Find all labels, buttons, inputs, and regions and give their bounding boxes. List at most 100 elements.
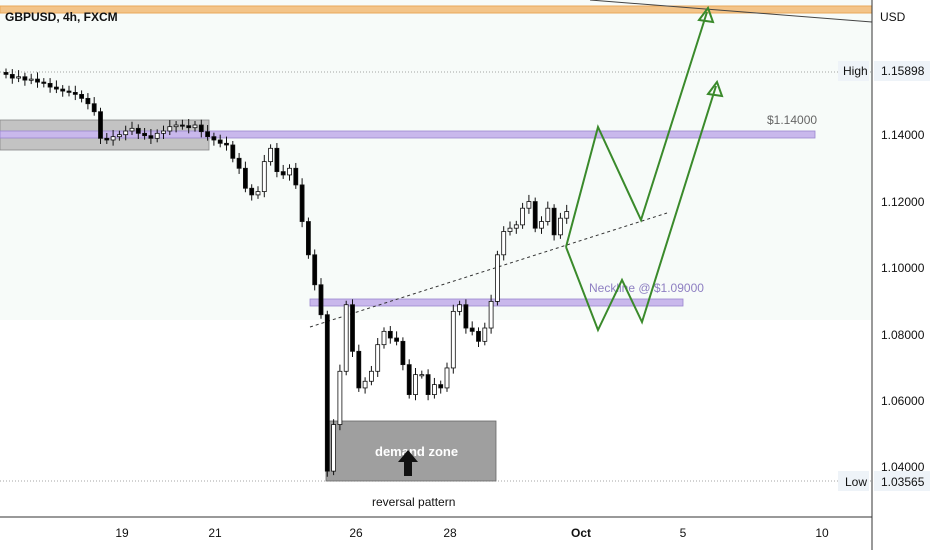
currency-label: USD	[880, 10, 906, 24]
candle-bearish	[394, 337, 400, 342]
candle-bullish	[501, 231, 507, 256]
candle-bearish	[179, 124, 185, 127]
candle-bullish	[167, 126, 173, 132]
upper-tint	[0, 0, 872, 320]
projection-path-1	[565, 11, 708, 248]
candle-bearish	[387, 330, 393, 339]
candle-bearish	[217, 139, 223, 144]
candle-bearish	[476, 330, 481, 342]
time-axis[interactable]: 19 21 26 28 Oct 5 10	[115, 526, 829, 540]
neckline-trendline	[309, 212, 668, 328]
reversal-arrow-icon	[398, 450, 418, 476]
candle-bullish	[337, 370, 343, 425]
candle-bearish	[198, 124, 204, 133]
high-label-box	[838, 61, 869, 81]
y-tick-label: 1.04000	[881, 460, 925, 474]
candle-bullish	[375, 344, 381, 372]
neckline-label: Neckline @ $1.09000	[589, 281, 704, 295]
candle-bullish	[457, 304, 463, 312]
candle-bullish	[28, 78, 34, 81]
demand-zone-label: demand zone	[375, 444, 458, 459]
candle-bullish	[261, 161, 267, 192]
candle-bullish	[431, 384, 437, 395]
candle-bearish	[469, 327, 475, 332]
candle-bearish	[406, 364, 412, 395]
candle-bullish	[16, 76, 22, 79]
candle-bearish	[236, 157, 242, 169]
candle-bearish	[224, 142, 229, 146]
candle-bullish	[343, 304, 349, 372]
candle-bullish	[419, 374, 425, 377]
candle-bearish	[135, 127, 141, 134]
candle-bullish	[488, 300, 494, 329]
symbol-title: GBPUSD, 4h, FXCM	[5, 10, 118, 24]
projection-arrowhead-2-icon	[706, 79, 724, 98]
candle-bullish	[331, 424, 337, 472]
candle-bearish	[249, 187, 255, 196]
candle-bearish	[356, 350, 362, 389]
candle-bearish	[148, 135, 154, 139]
candle-bullish	[123, 130, 129, 136]
candle-bearish	[186, 125, 192, 129]
high-label: High	[843, 64, 868, 78]
price-axis[interactable]: USD 1.14000 1.12000 1.10000 1.08000 1.06000 1…	[838, 10, 930, 491]
candle-bullish	[154, 132, 160, 139]
resistance-zone	[0, 130, 816, 139]
candle-bearish	[230, 144, 236, 159]
y-tick-label: 1.14000	[881, 128, 925, 142]
candle-bullish	[362, 380, 368, 389]
candle-bullish	[494, 254, 500, 302]
y-tick-label: 1.12000	[881, 195, 925, 209]
candle-bearish	[22, 76, 28, 81]
candle-bullish	[513, 224, 519, 229]
candle-bullish	[482, 327, 488, 342]
candle-bearish	[85, 97, 91, 105]
candle-bearish	[312, 254, 318, 286]
candle-bullish	[507, 227, 513, 232]
x-tick-label: 19	[115, 526, 129, 540]
candle-bearish	[9, 74, 15, 79]
candle-bullish	[368, 370, 374, 382]
candle-bearish	[72, 92, 78, 95]
low-label: Low	[845, 475, 867, 489]
y-tick-label: 1.08000	[881, 328, 925, 342]
candle-bullish	[526, 201, 532, 209]
candle-bearish	[299, 184, 305, 222]
candle-bearish	[35, 78, 40, 83]
candle-bearish	[400, 340, 406, 366]
candle-bullish	[444, 367, 450, 389]
candle-bearish	[205, 131, 211, 138]
high-value-box	[874, 61, 930, 81]
high-value: 1.15898	[881, 64, 925, 78]
candle-bearish	[41, 81, 47, 84]
candle-bearish	[463, 304, 469, 329]
candle-bearish	[324, 314, 330, 472]
candle-bearish	[66, 90, 72, 93]
y-tick-label: 1.06000	[881, 394, 925, 408]
candle-bearish	[3, 72, 9, 75]
x-tick-label: 5	[680, 526, 687, 540]
y-tick-label: 1.10000	[881, 261, 925, 275]
projection-path-2	[565, 85, 717, 333]
x-tick-label: 10	[815, 526, 829, 540]
candle-bearish	[211, 136, 217, 141]
candle-bullish	[173, 124, 179, 128]
low-value: 1.03565	[881, 475, 925, 489]
candle-bearish	[54, 86, 59, 90]
candle-bearish	[91, 103, 97, 113]
candle-bearish	[274, 147, 280, 173]
candle-bearish	[425, 374, 431, 395]
candle-bearish	[104, 137, 110, 141]
candle-bullish	[545, 207, 551, 222]
candle-bearish	[142, 132, 148, 137]
candle-bullish	[192, 124, 198, 129]
candle-bullish	[450, 310, 456, 369]
candle-bullish	[117, 134, 122, 138]
x-tick-label: 28	[443, 526, 457, 540]
x-tick-label: 21	[208, 526, 222, 540]
candle-bearish	[318, 284, 324, 316]
candle-bearish	[98, 111, 103, 139]
candles-layer	[3, 68, 570, 477]
candle-bullish	[381, 330, 387, 346]
